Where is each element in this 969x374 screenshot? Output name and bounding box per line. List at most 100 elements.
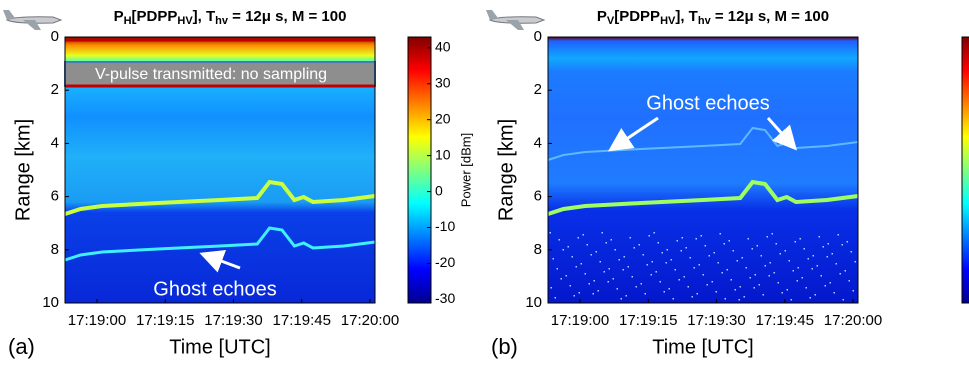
speckle [687, 286, 689, 288]
speckle [841, 244, 843, 246]
speckle [672, 298, 674, 300]
speckle [784, 250, 786, 252]
speckle [623, 256, 625, 258]
y-tick-label: 4 [51, 134, 59, 151]
colorbar-tick-label: 10 [435, 146, 451, 162]
speckle [708, 255, 710, 257]
speckle [799, 238, 801, 240]
speckle [655, 271, 657, 273]
speckle [605, 242, 607, 244]
x-tick-label: 17:19:00 [68, 312, 126, 329]
speckle [569, 285, 571, 287]
speckle [612, 278, 614, 280]
y-tick-label: 10 [525, 294, 542, 311]
y-tick-label: 0 [51, 28, 59, 45]
speckle [560, 278, 562, 280]
chart-title: PV[PDPPHV], Thv = 12μ s, M = 100 [597, 8, 829, 27]
x-tick-label: 17:19:15 [619, 312, 677, 329]
speckle [713, 252, 715, 254]
speckle [818, 236, 820, 238]
title-part: hv [215, 15, 229, 27]
speckle [753, 287, 755, 289]
speckle [779, 253, 781, 255]
speckle [743, 296, 745, 298]
speckle [601, 232, 603, 234]
speckle [835, 263, 837, 265]
speckle [642, 254, 644, 256]
title-part: [PDPP [614, 8, 660, 25]
speckle [586, 244, 588, 246]
speckle [724, 298, 726, 300]
speckle [588, 283, 590, 285]
colorbar-tick-label: -30 [435, 290, 455, 306]
speckle [726, 269, 728, 271]
speckle [580, 263, 582, 265]
speckle [706, 284, 708, 286]
speckle [768, 275, 770, 277]
title-part: P [114, 8, 124, 25]
speckle [734, 289, 736, 291]
x-tick-label: 17:19:30 [204, 312, 262, 329]
x-tick-label: 17:19:30 [687, 312, 745, 329]
speckle [773, 272, 775, 274]
title-part: s, M = 100 [754, 8, 829, 25]
speckle [762, 294, 764, 296]
annotation: Ghost echoes [646, 92, 769, 114]
speckle [666, 249, 668, 251]
speckle [691, 296, 693, 298]
speckle [771, 233, 773, 235]
echo [64, 179, 376, 216]
speckle [732, 250, 734, 252]
speckle [766, 236, 768, 238]
wing [506, 20, 524, 30]
y-tick-label: 0 [534, 28, 542, 45]
chart-title: PH[PDPPHV], Thv = 12μ s, M = 100 [114, 8, 347, 27]
speckle [827, 243, 829, 245]
speckle [552, 258, 554, 260]
speckle [635, 286, 637, 288]
speckle [711, 281, 713, 283]
speckle [577, 237, 579, 239]
x-tick-label: 17:20:00 [824, 312, 882, 329]
speckle [842, 299, 844, 301]
speckle [702, 274, 704, 276]
y-tick-label: 4 [534, 134, 542, 151]
speckle [575, 266, 577, 268]
speckle [597, 290, 599, 292]
speckle [741, 257, 743, 259]
x-axis-label: Time [UTC] [652, 336, 753, 358]
speckle [627, 266, 629, 268]
speckle [747, 238, 749, 240]
speckle [807, 258, 809, 260]
speckle [831, 253, 833, 255]
speckle [582, 234, 584, 236]
speckle [848, 280, 850, 282]
arrow [199, 250, 241, 273]
speckle [678, 279, 680, 281]
title-part: = 12 [711, 8, 745, 25]
panel-label: (a) [8, 334, 35, 359]
title-part: HV [660, 15, 676, 27]
title-part: V [607, 15, 615, 27]
y-axis-label: Range [km] [12, 119, 34, 221]
speckle [749, 277, 751, 279]
speckle [730, 279, 732, 281]
speckle [633, 247, 635, 249]
speckle [689, 257, 691, 259]
speckle [788, 260, 790, 262]
title-part: P [597, 8, 607, 25]
speckle [826, 256, 828, 258]
colorbar [407, 36, 432, 304]
speckle [650, 274, 652, 276]
y-tick-label: 8 [51, 241, 59, 258]
speckle [786, 289, 788, 291]
speckle [809, 297, 811, 299]
speckle [629, 237, 631, 239]
speckle [578, 292, 580, 294]
colorbar-tick-label: 40 [435, 38, 451, 54]
echo [547, 179, 859, 216]
speckle [556, 268, 558, 270]
speckle [603, 271, 605, 273]
speckle [640, 283, 642, 285]
x-tick-label: 17:19:45 [756, 312, 814, 329]
